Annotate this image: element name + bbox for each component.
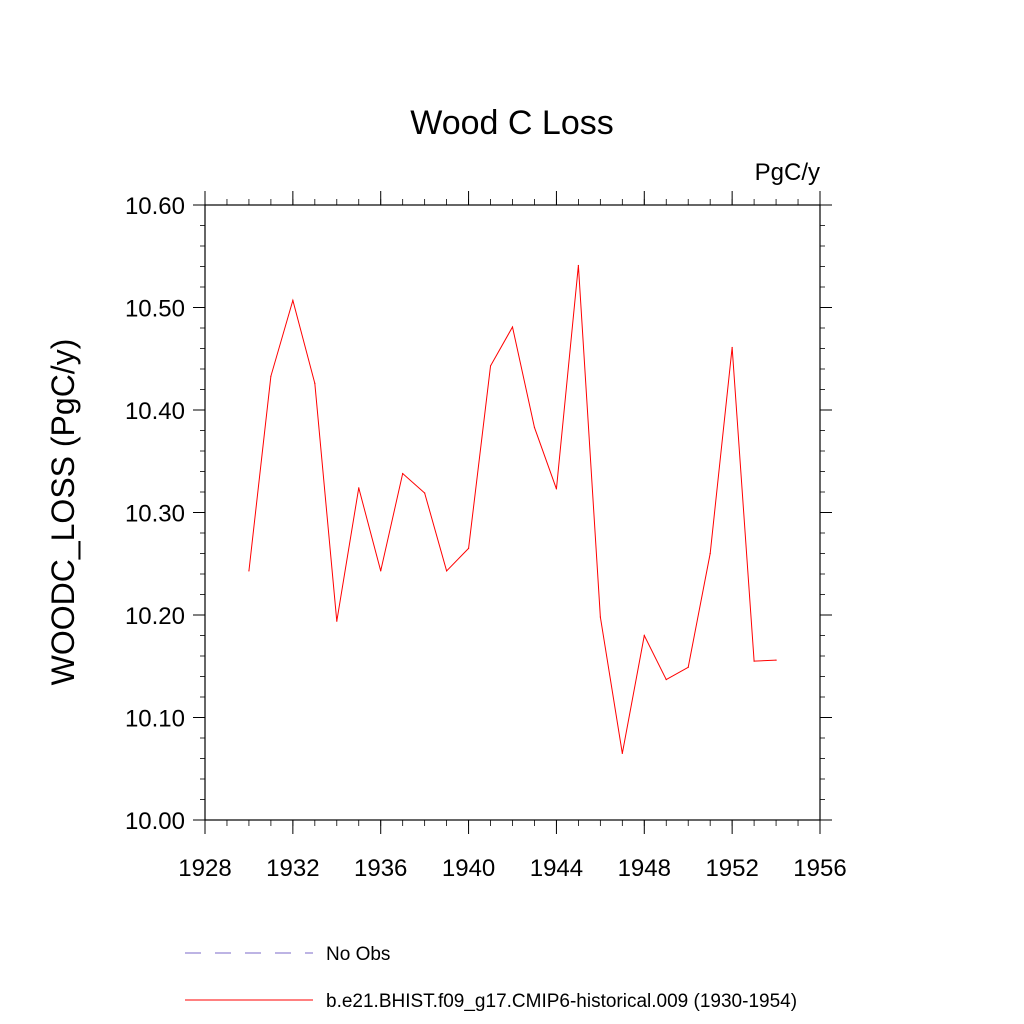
data-point: [270, 375, 272, 377]
legend-label-model: b.e21.BHIST.f09_g17.CMIP6-historical.009…: [326, 991, 797, 1012]
data-point: [533, 426, 536, 429]
data-point: [643, 634, 645, 637]
data-point: [731, 346, 733, 349]
x-tick-label: 1948: [618, 855, 671, 882]
plot-frame: [204, 204, 821, 821]
data-point: [511, 326, 514, 328]
series-layer: [248, 264, 777, 754]
data-point: [358, 487, 360, 489]
y-tick-label: 10.50: [125, 296, 185, 323]
data-point: [336, 620, 338, 622]
data-point: [446, 570, 448, 572]
data-point: [577, 264, 579, 267]
x-tick-label: 1936: [354, 855, 407, 882]
x-tick-label: 1940: [442, 855, 495, 882]
chart-title: Wood C Loss: [410, 104, 613, 142]
x-tick-label: 1956: [793, 855, 846, 882]
data-point: [555, 488, 558, 490]
data-point: [489, 365, 492, 367]
units-label: PgC/y: [755, 159, 820, 186]
legend-label-no-obs: No Obs: [326, 944, 390, 965]
x-tick-label: 1928: [178, 855, 231, 882]
data-point: [380, 570, 382, 572]
legend: No Obs b.e21.BHIST.f09_g17.CMIP6-histori…: [185, 944, 797, 1012]
x-axis: 1928 1932 1936 1940 1944 1948 1952 1956: [178, 191, 847, 882]
y-tick-label: 10.30: [125, 501, 185, 528]
data-point: [248, 570, 250, 572]
data-point: [402, 472, 404, 475]
data-point: [599, 616, 601, 618]
y-tick-label: 10.20: [125, 603, 185, 630]
y-axis: 10.00 10.10 10.20 10.30 10.40 10.50 10.60: [125, 193, 832, 835]
y-tick-label: 10.60: [125, 193, 185, 220]
y-axis-label: WOODC_LOSS (PgC/y): [45, 339, 81, 686]
data-point: [621, 752, 623, 754]
data-point: [292, 299, 294, 301]
data-point: [687, 666, 689, 668]
data-point: [753, 660, 755, 662]
series-line-1: [248, 265, 777, 754]
data-point: [424, 492, 426, 494]
data-point: [314, 382, 316, 384]
data-point: [775, 659, 777, 661]
x-tick-label: 1944: [530, 855, 583, 882]
data-point: [467, 547, 470, 549]
data-point: [709, 552, 711, 555]
y-tick-label: 10.00: [125, 808, 185, 835]
data-point: [665, 678, 667, 681]
y-tick-label: 10.40: [125, 398, 185, 425]
x-tick-label: 1952: [705, 855, 758, 882]
x-tick-label: 1932: [266, 855, 319, 882]
y-tick-label: 10.10: [125, 706, 185, 733]
